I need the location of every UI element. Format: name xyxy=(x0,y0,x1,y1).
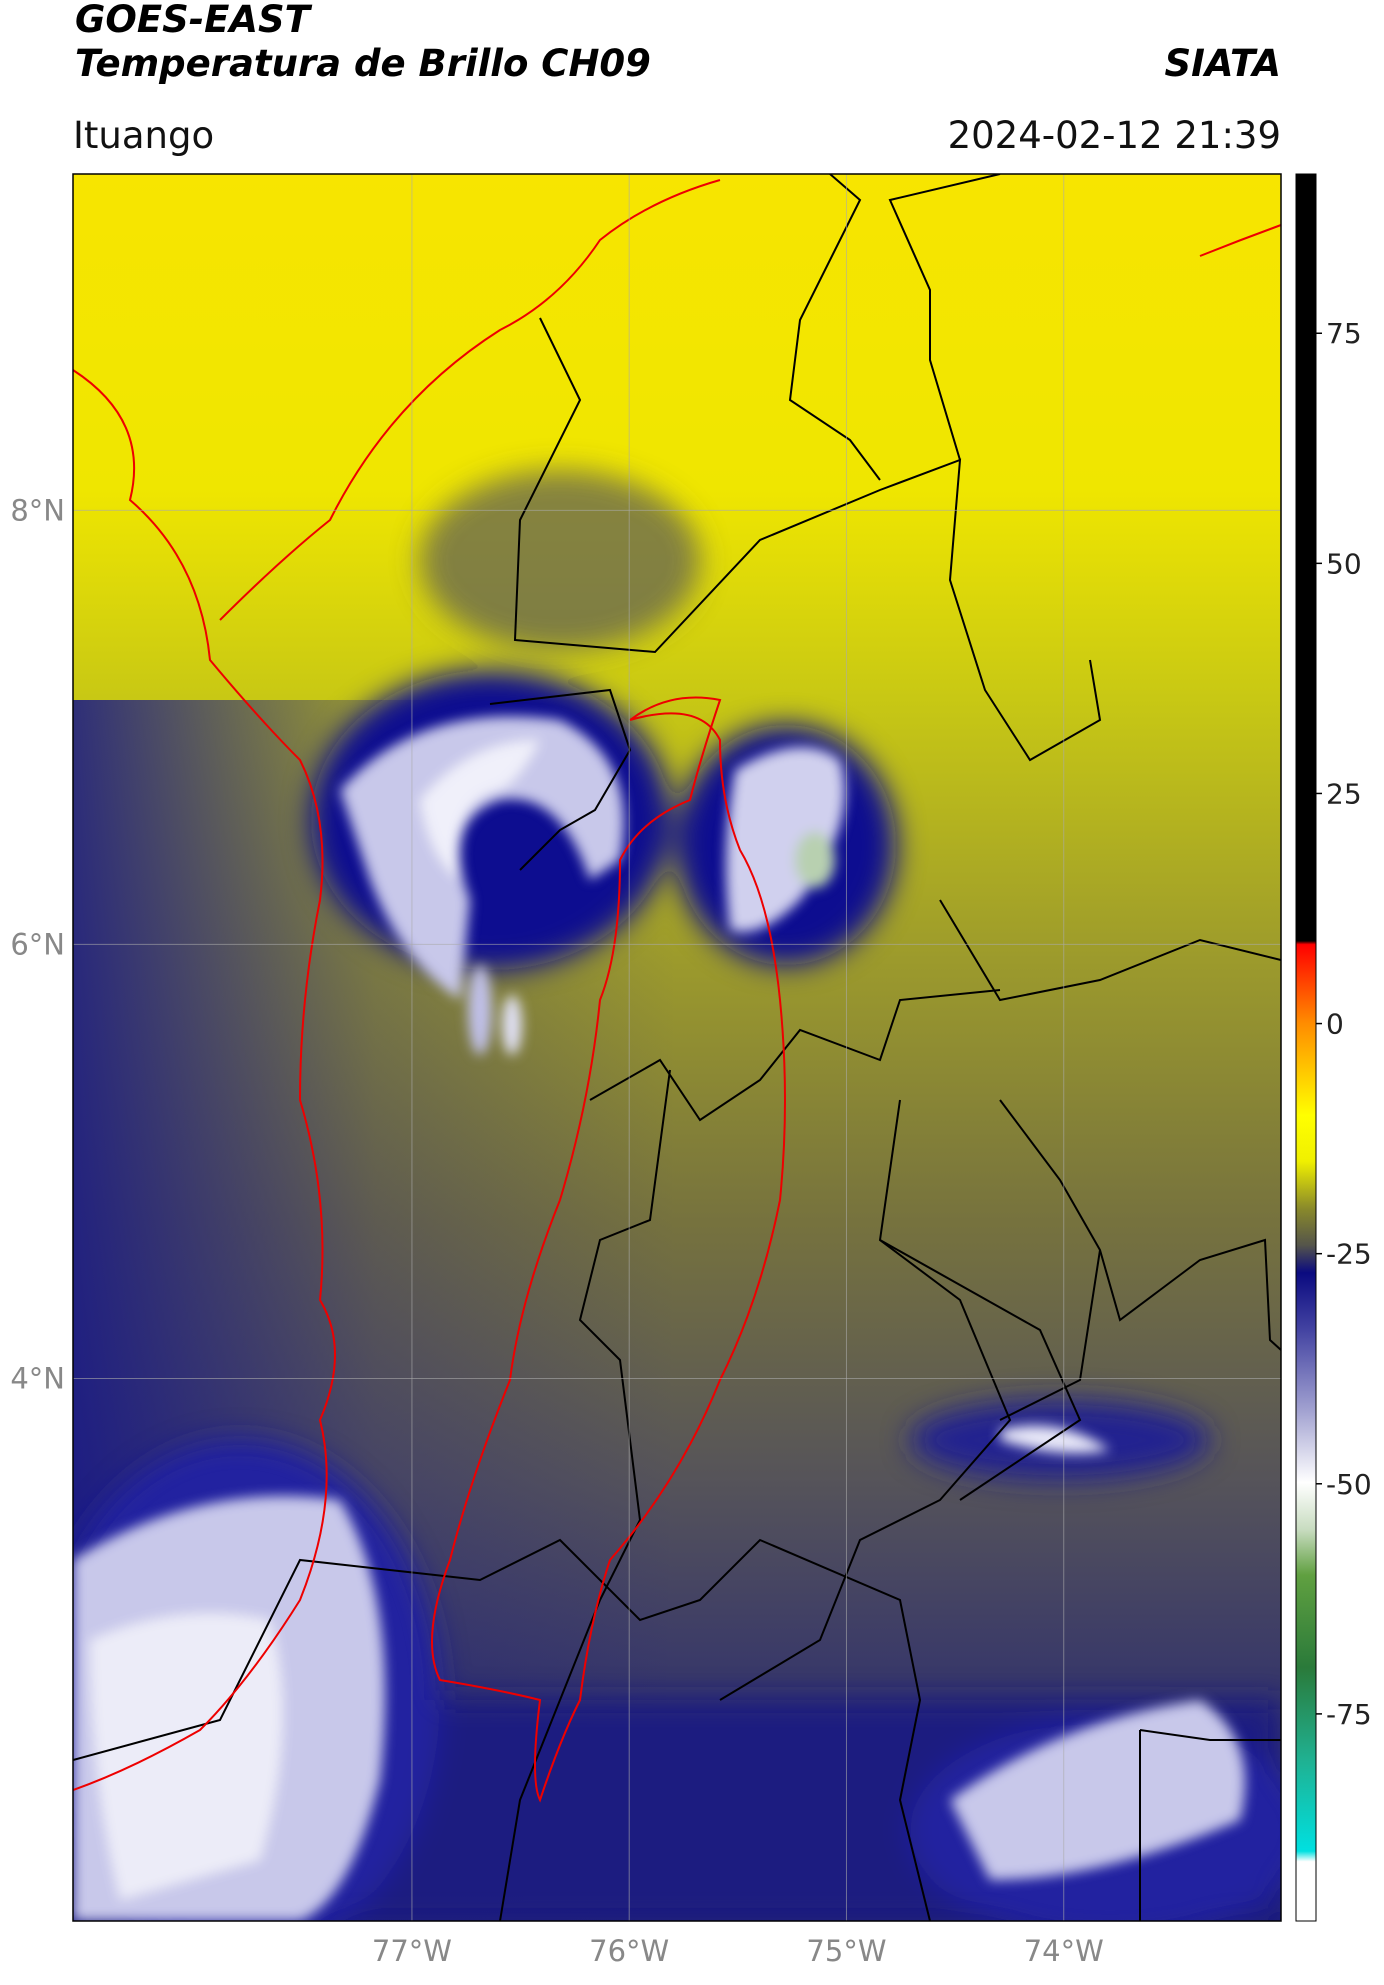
colorbar-tick-label: -25 xyxy=(1326,1238,1372,1271)
colorbar-tick-label: 25 xyxy=(1326,777,1362,810)
subtitle: Temperatura de Brillo CH09 xyxy=(75,42,651,85)
borders xyxy=(73,174,1281,1921)
x-tick-label: 77°W xyxy=(372,1934,452,1968)
grid xyxy=(73,174,1281,1921)
location: Ituango xyxy=(73,114,214,157)
satellite-image xyxy=(73,174,1281,1921)
y-tick-label: 4°N xyxy=(10,1361,65,1395)
colorbar-tick-label: -50 xyxy=(1326,1468,1372,1501)
y-tick-label: 8°N xyxy=(10,493,65,527)
source: SIATA xyxy=(1164,42,1281,85)
colorbar xyxy=(1295,173,1317,1922)
x-tick-label: 74°W xyxy=(1024,1934,1104,1968)
title: GOES-EAST xyxy=(75,0,313,41)
x-tick-label: 76°W xyxy=(589,1934,669,1968)
x-tick-label: 75°W xyxy=(806,1934,886,1968)
y-tick-label: 6°N xyxy=(10,927,65,961)
map-frame xyxy=(72,173,1282,1922)
region-outline xyxy=(73,179,1281,1803)
colorbar-tick-label: 75 xyxy=(1326,317,1362,350)
colorbar-tick-label: 50 xyxy=(1326,547,1362,580)
colorbar-tick-label: 0 xyxy=(1326,1008,1344,1041)
colorbar-tick-label: -75 xyxy=(1326,1698,1372,1731)
datetime: 2024-02-12 21:39 xyxy=(948,114,1281,157)
